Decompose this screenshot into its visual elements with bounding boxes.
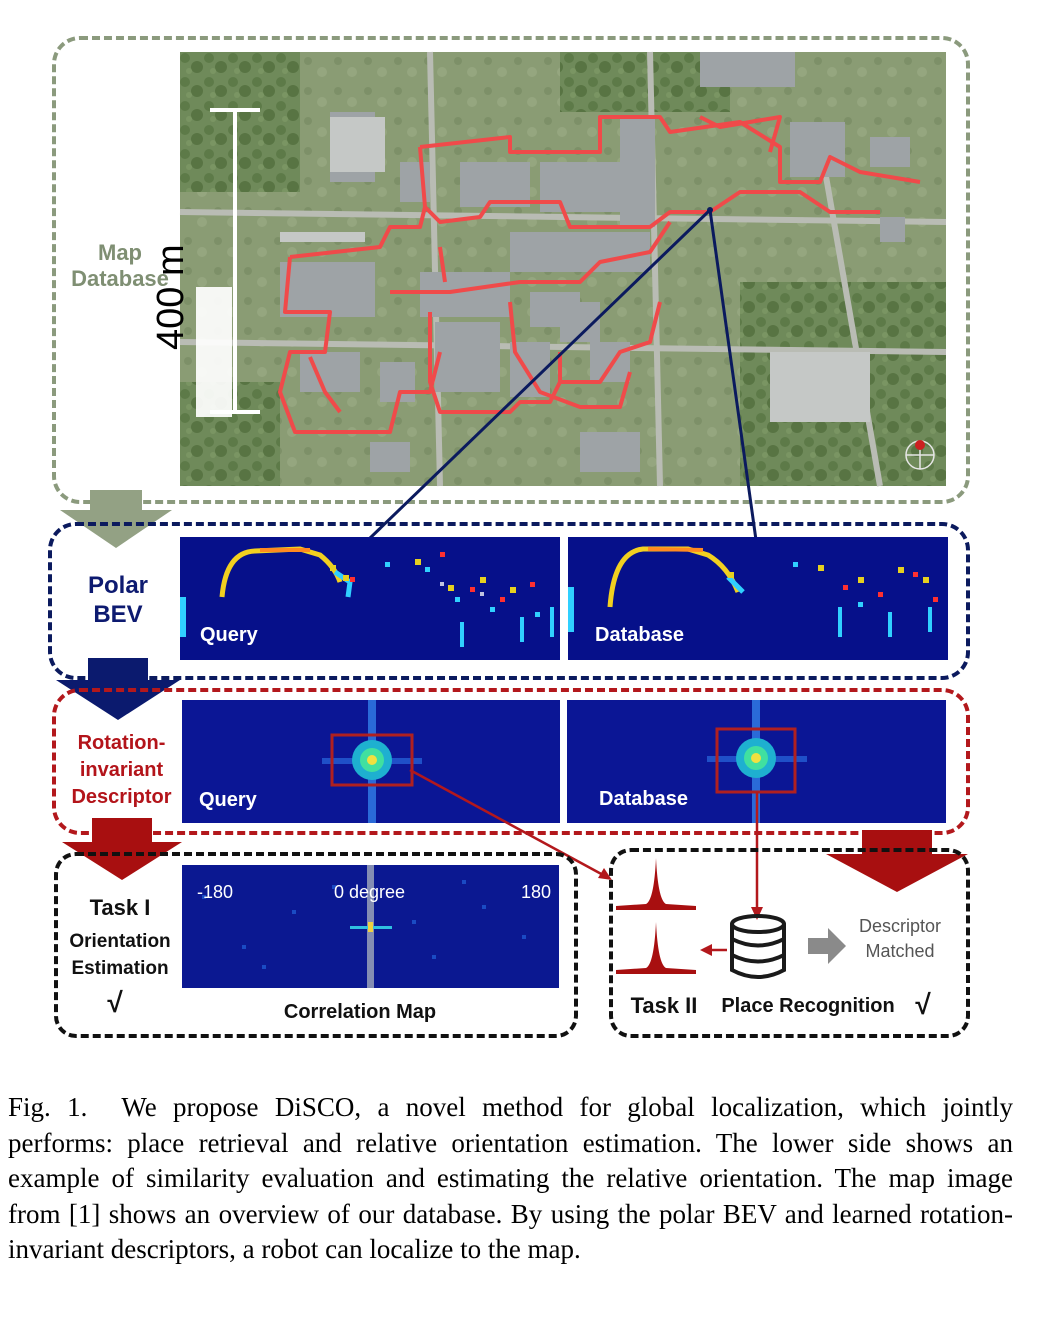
scale-bar: [196, 108, 260, 417]
descriptor-query-label: Query: [199, 789, 257, 811]
map-database-frame: [52, 36, 970, 504]
task1-frame: [54, 852, 578, 1038]
aerial-map: [179, 51, 947, 487]
task1-check-mark: √: [107, 987, 123, 1018]
green-down-arrow: [60, 490, 172, 548]
task1-subtitle: Orientation Estimation: [69, 931, 171, 979]
correlation-map-label: Correlation Map: [283, 1001, 437, 1023]
caption-fig-number: Fig. 1.: [8, 1092, 88, 1122]
polar-bev-frame: [48, 522, 970, 680]
task2-frame: [609, 848, 970, 1038]
place-recognition-label: Place Recognition: [721, 995, 895, 1017]
corr-center-tick: 0 degree: [334, 882, 406, 902]
corr-right-tick: 180: [521, 882, 552, 902]
task2-title: Task II: [630, 993, 698, 1018]
polar-bev-query-panel: Query: [180, 537, 560, 660]
polar-bev-label: Polar BEV: [87, 572, 149, 628]
red-down-arrow-right: [826, 830, 968, 892]
caption-text: We propose DiSCO, a novel method for glo…: [8, 1092, 1013, 1264]
red-down-arrow-left: [62, 818, 182, 880]
correlation-map-panel: -180 0 degree 180: [182, 865, 559, 988]
map-database-label: Map Database: [71, 240, 169, 292]
gray-right-arrow-icon: [808, 928, 846, 964]
descriptor-query-panel: Query: [182, 700, 560, 823]
correlation-peak-icon-top: [616, 858, 696, 910]
polar-database-label: Database: [595, 624, 684, 646]
descriptor-matched-label: Descriptor Matched: [858, 916, 942, 961]
figure-caption: Fig. 1. We propose DiSCO, a novel method …: [8, 1090, 1013, 1268]
polar-bev-database-panel: Database: [568, 537, 948, 660]
descriptor-label: Rotation-invariant Descriptor: [71, 732, 172, 808]
corr-left-tick: -180: [197, 882, 234, 902]
task2-check-mark: √: [915, 989, 931, 1020]
polar-query-label: Query: [200, 624, 258, 646]
descriptor-frame: [52, 688, 970, 835]
descriptor-database-label: Database: [599, 788, 688, 810]
database-icon: [730, 914, 786, 979]
correlation-peak-icon-bottom: [616, 922, 696, 974]
task1-title: Task I: [89, 895, 151, 920]
